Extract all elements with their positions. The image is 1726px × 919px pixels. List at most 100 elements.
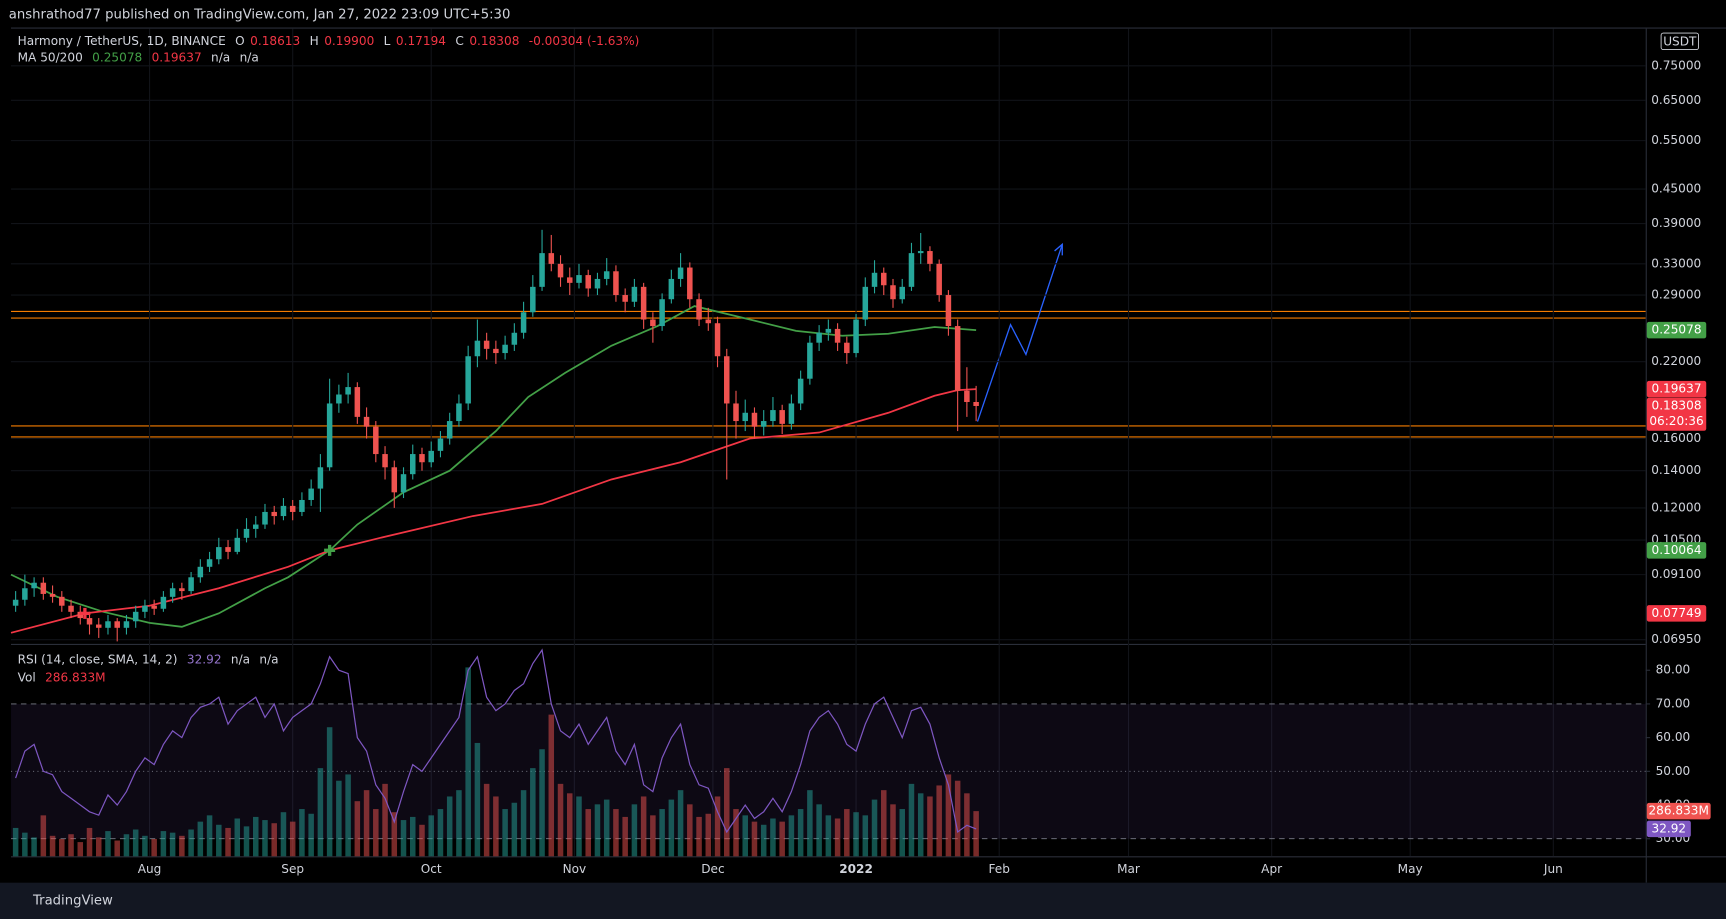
y-tick-label: 0.29000	[1651, 288, 1701, 302]
volume-bar	[816, 804, 822, 857]
x-tick-label: May	[1398, 862, 1423, 876]
candle-body	[936, 263, 942, 296]
volume-bar	[12, 827, 19, 857]
x-tick-label: Dec	[701, 862, 724, 876]
countdown: 06:20:36	[1649, 414, 1703, 428]
volume-bar	[105, 831, 111, 857]
candle-body	[437, 438, 444, 451]
candle-body	[687, 267, 693, 300]
price-badge	[1646, 380, 1707, 398]
volume-bar	[567, 793, 573, 857]
candle-body	[770, 410, 776, 422]
volume-bar	[603, 799, 610, 857]
volume-bar	[446, 796, 453, 857]
volume-bar	[59, 838, 65, 857]
candle-body	[363, 416, 370, 427]
x-tick-label: 2022	[839, 862, 873, 876]
na: n/a	[239, 50, 259, 65]
candle-body	[917, 251, 924, 254]
candle-body	[262, 511, 268, 525]
candle-body	[834, 328, 841, 343]
candle-body	[354, 387, 361, 417]
candle-body	[326, 403, 333, 468]
ohlc-key: O	[235, 34, 245, 49]
arrow-head	[1054, 242, 1063, 256]
publish-info: anshrathod77 published on TradingView.co…	[8, 6, 511, 23]
rsi-tick-label: 50.00	[1656, 764, 1691, 778]
candle-body	[114, 621, 120, 628]
candle-body	[382, 454, 388, 468]
volume-bar	[289, 821, 296, 857]
ohlc-key: L	[383, 34, 391, 49]
volume-bar	[169, 832, 176, 857]
candle-body	[446, 421, 453, 439]
volume-bar	[548, 714, 555, 857]
candle-body	[520, 312, 527, 333]
volume-bar	[40, 815, 47, 857]
candle-body	[502, 344, 508, 354]
currency-label: USDT	[1663, 34, 1697, 48]
y-tick-label: 0.16000	[1651, 431, 1701, 445]
candle-body	[234, 537, 241, 552]
cross-marker	[79, 607, 91, 619]
volume-bar	[400, 820, 407, 857]
volume-bar	[160, 831, 167, 857]
volume-bar	[428, 815, 434, 857]
cross-marker	[324, 544, 336, 556]
volume-bar	[326, 727, 333, 857]
volume-bar	[419, 824, 425, 857]
na: n/a	[211, 50, 231, 65]
y-tick-label: 0.22000	[1651, 354, 1701, 368]
candle-body	[825, 328, 832, 333]
volume-bar	[179, 835, 185, 857]
candle-body	[844, 342, 850, 354]
candle-body	[557, 263, 564, 278]
ohlc-value: 0.18613	[250, 34, 301, 49]
volume-bar	[917, 793, 924, 857]
volume-bar	[687, 804, 693, 857]
candle-body	[539, 253, 545, 287]
candle-body	[345, 387, 351, 395]
volume-bar	[123, 834, 130, 857]
volume-bar	[95, 837, 102, 857]
volume-bar	[474, 742, 481, 857]
volume-bar	[650, 815, 656, 857]
candle-body	[945, 295, 952, 327]
candle-body	[419, 454, 425, 463]
volume-bar	[114, 840, 120, 857]
volume-bar	[668, 799, 675, 857]
candle-body	[862, 286, 869, 320]
volume-bar	[724, 768, 730, 857]
volume-bar	[456, 790, 462, 857]
x-tick-label: Apr	[1261, 862, 1282, 876]
volume-bar	[594, 804, 601, 857]
moving-average	[10, 388, 977, 634]
volume-bar	[437, 809, 444, 857]
volume-bar	[945, 774, 952, 857]
candle-body	[530, 286, 536, 313]
volume-bar	[705, 813, 712, 857]
candle-body	[428, 450, 434, 463]
volume-bar	[899, 809, 905, 857]
candle-body	[511, 332, 518, 345]
volume-bar	[197, 821, 204, 857]
ma-value: 0.25078	[92, 50, 143, 65]
candle-body	[243, 528, 250, 538]
symbol-legend: Harmony / TetherUS, 1D, BINANCE O 0.18613…	[18, 34, 645, 48]
candle-body	[871, 272, 878, 287]
volume-bar	[631, 804, 638, 857]
ohlc-key: C	[455, 34, 464, 49]
volume-bar	[807, 790, 813, 857]
candle-body	[40, 582, 47, 594]
volume-bar	[853, 812, 859, 857]
volume-bar	[206, 815, 213, 857]
volume-bar	[557, 783, 564, 857]
candle-body	[493, 348, 499, 354]
y-tick-label: 0.09100	[1651, 567, 1701, 581]
candle-body	[779, 410, 785, 424]
volume-bar	[844, 809, 850, 857]
candle-body	[142, 605, 148, 612]
rsi-line	[15, 648, 977, 834]
volume-bar	[77, 842, 84, 857]
candle-body	[788, 403, 795, 424]
